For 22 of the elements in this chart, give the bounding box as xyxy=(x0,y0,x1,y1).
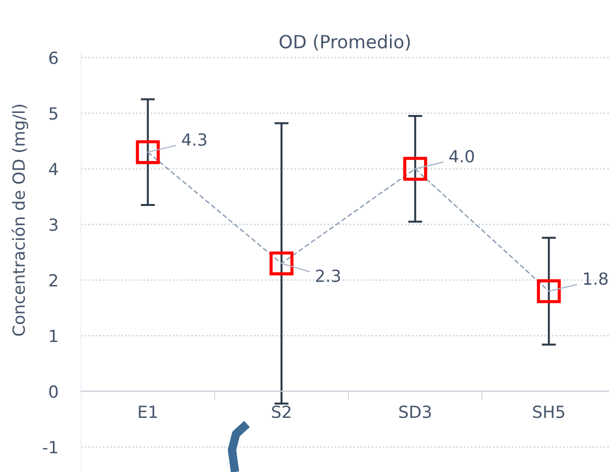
y-tick-label: 4 xyxy=(48,163,58,176)
y-tick-label: -1 xyxy=(42,441,58,454)
point xyxy=(536,279,561,304)
point xyxy=(403,156,428,181)
data-label: 4.3 xyxy=(182,133,206,146)
data-label: 4.0 xyxy=(449,150,474,163)
y-axis-title: Concentración de OD (mg/l) xyxy=(11,104,28,336)
y-tick-label: 1 xyxy=(50,330,58,342)
y-tick-label: 0 xyxy=(49,385,58,398)
point xyxy=(136,140,160,164)
x-tick-label: S2 xyxy=(272,406,290,418)
data-label: 1.8 xyxy=(584,272,608,285)
y-tick-label: 3 xyxy=(49,218,58,232)
y-tick-label: 2 xyxy=(49,274,58,286)
chart-title: OD (Promedio) xyxy=(280,34,410,51)
data-label: 2.3 xyxy=(316,270,340,282)
y-tick-label: 6 xyxy=(49,52,58,64)
y-tick-label: 5 xyxy=(49,107,58,120)
x-tick-label: SD3 xyxy=(399,406,431,418)
x-tick-label: E1 xyxy=(138,406,157,418)
point xyxy=(270,251,294,276)
x-tick-label: SH5 xyxy=(533,406,564,418)
